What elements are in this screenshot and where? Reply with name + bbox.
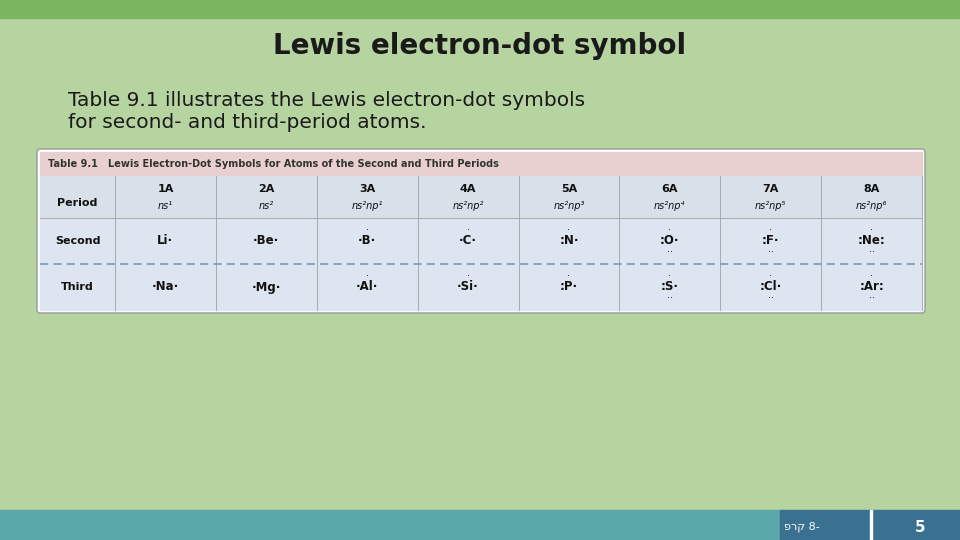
Text: ·: · [870,225,873,235]
Text: Period: Period [58,198,98,208]
Text: ·Be·: ·Be· [253,234,279,247]
Text: ·: · [567,225,570,235]
Text: Li·: Li· [157,234,174,247]
Text: ·: · [870,271,873,281]
Text: 6A: 6A [661,184,678,194]
Text: ns²np³: ns²np³ [553,201,585,211]
Text: פרק 8-: פרק 8- [784,522,820,532]
Text: ·: · [366,271,369,281]
Bar [40,176,922,218]
Text: 5A: 5A [561,184,577,194]
Text: ns²np⁵: ns²np⁵ [755,201,786,211]
Text: Second: Second [55,236,100,246]
Text: ·: · [366,225,369,235]
Text: ··: ·· [667,293,673,303]
Bar [780,510,960,540]
Text: ·C·: ·C· [459,234,477,247]
Text: ··: ·· [768,293,774,303]
Text: :S·: :S· [660,280,679,294]
Bar [40,218,922,310]
Text: ns²: ns² [259,201,274,211]
Text: ·Mg·: ·Mg· [252,280,281,294]
Text: :Cl·: :Cl· [759,280,781,294]
Text: 1A: 1A [157,184,174,194]
Text: :O·: :O· [660,234,680,247]
Text: ··: ·· [869,247,875,257]
Text: 3A: 3A [359,184,375,194]
Text: ns²np⁴: ns²np⁴ [654,201,685,211]
Text: ·: · [467,271,469,281]
Text: ··: ·· [768,247,774,257]
Text: ·B·: ·B· [358,234,376,247]
Text: ·Si·: ·Si· [457,280,479,294]
Bar [0,510,780,540]
Text: for second- and third-period atoms.: for second- and third-period atoms. [68,112,426,132]
Text: ns²np²: ns²np² [452,201,484,211]
Text: 8A: 8A [863,184,879,194]
Text: ·: · [567,271,570,281]
Text: 7A: 7A [762,184,779,194]
Text: ·: · [668,271,671,281]
Bar [870,510,872,540]
Text: :N·: :N· [559,234,579,247]
Text: ns¹: ns¹ [157,201,173,211]
Text: :Ar:: :Ar: [859,280,884,294]
Text: 5: 5 [915,519,925,535]
Text: ns²np¹: ns²np¹ [351,201,383,211]
Text: :Ne:: :Ne: [857,234,885,247]
Text: :F·: :F· [762,234,780,247]
Text: 4A: 4A [460,184,476,194]
Bar [0,0,960,18]
Text: :P·: :P· [560,280,578,294]
Text: ··: ·· [667,247,673,257]
Text: ·: · [467,225,469,235]
Text: Table 9.1 illustrates the Lewis electron-dot symbols: Table 9.1 illustrates the Lewis electron… [68,91,586,110]
Text: ·Al·: ·Al· [356,280,378,294]
Text: ··: ·· [869,293,875,303]
Text: ·: · [769,225,772,235]
Text: ns²np⁶: ns²np⁶ [856,201,887,211]
FancyBboxPatch shape [37,149,925,313]
Text: ·Na·: ·Na· [152,280,180,294]
Text: Lewis electron-dot symbol: Lewis electron-dot symbol [274,32,686,60]
Text: Table 9.1   Lewis Electron-Dot Symbols for Atoms of the Second and Third Periods: Table 9.1 Lewis Electron-Dot Symbols for… [48,159,499,169]
Text: 2A: 2A [258,184,275,194]
Text: ·: · [769,271,772,281]
Text: Third: Third [61,282,94,292]
Text: ·: · [668,225,671,235]
Bar [40,152,922,176]
